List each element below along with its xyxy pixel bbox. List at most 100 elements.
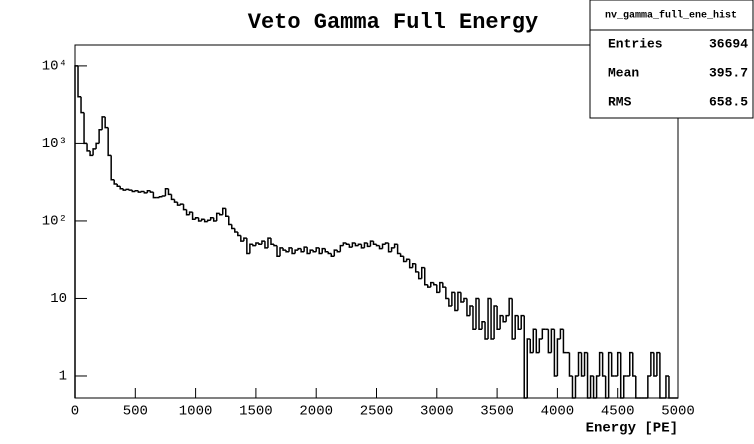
histogram-bin (80, 96, 85, 114)
histogram-bin (86, 143, 91, 152)
x-tick-label: 4000 (541, 404, 575, 420)
histogram-bin (427, 284, 431, 288)
histogram-bin (472, 305, 476, 331)
histogram-bin (351, 242, 356, 248)
histogram-bin (149, 190, 154, 193)
histogram-bin (258, 242, 262, 246)
histogram-bin (399, 253, 404, 258)
histogram-bin (327, 251, 332, 255)
histogram-bin (562, 329, 567, 354)
histogram-bin (237, 231, 241, 237)
histogram-bin (273, 244, 278, 247)
histogram-bin (650, 351, 654, 376)
histogram-bin (610, 352, 615, 377)
histogram-bin (556, 338, 561, 376)
histogram-bin (511, 298, 516, 340)
histogram-bin (249, 243, 253, 254)
histogram-bin (583, 351, 588, 376)
stats-value: 658.5 (709, 94, 748, 109)
histogram-bin (411, 263, 416, 268)
histogram-bin (285, 250, 290, 253)
x-tick-label: 3500 (480, 404, 514, 420)
histogram-bin (647, 375, 651, 398)
histogram-bin (306, 247, 311, 255)
histogram-bin (276, 245, 281, 258)
histogram-bin (387, 242, 392, 253)
x-tick-label: 5000 (661, 404, 695, 420)
x-tick-label: 2500 (360, 404, 394, 420)
histogram-bin (300, 248, 305, 253)
histogram-bin (629, 351, 633, 376)
histogram-bin (182, 204, 187, 211)
histogram-bin (164, 188, 169, 196)
histogram-bin (264, 241, 268, 249)
histogram-bin (318, 247, 323, 255)
histogram-bin (396, 244, 401, 255)
histogram-bin (520, 314, 525, 330)
histogram-bin (146, 190, 151, 193)
histogram-bin (98, 129, 103, 144)
chart-title: Veto Gamma Full Energy (248, 10, 538, 35)
histogram-bin (191, 212, 196, 221)
histogram-bin (212, 217, 217, 222)
histogram-bin (622, 375, 627, 398)
histogram-bin (496, 305, 501, 331)
histogram-bin (659, 352, 663, 399)
histogram-bin (478, 298, 483, 331)
histogram-bin (653, 352, 657, 377)
histogram-bin (559, 328, 564, 339)
stats-label: Mean (608, 65, 639, 80)
histogram-bin (499, 314, 504, 330)
histogram-bin (601, 352, 606, 377)
histogram-bin (197, 217, 202, 222)
histogram-bin (243, 237, 247, 242)
histogram-bin (442, 282, 446, 288)
histogram-bin (595, 375, 600, 398)
histogram-bin (378, 245, 383, 250)
histogram-bin (125, 188, 130, 191)
histogram-bin (547, 329, 552, 354)
stats-title: nv_gamma_full_ene_hist (605, 10, 737, 22)
histogram-bin (417, 271, 422, 280)
histogram-bin (137, 190, 142, 193)
histogram-bin (436, 284, 440, 294)
stats-label: RMS (608, 94, 632, 109)
histogram-bin (538, 338, 543, 353)
histogram-bin (514, 314, 519, 339)
histogram-bin (405, 258, 410, 262)
histogram-bin (206, 219, 211, 222)
histogram-bin (586, 352, 591, 399)
histogram-bin (550, 328, 555, 353)
histogram-bin (535, 329, 540, 354)
histogram-bin (414, 263, 419, 273)
histogram-bin (529, 338, 534, 354)
histogram-bin (580, 352, 585, 377)
stats-value: 36694 (709, 36, 748, 51)
x-tick-label: 1500 (239, 404, 273, 420)
histogram-bin (119, 186, 124, 190)
histogram-bin (158, 196, 163, 198)
x-tick-label: 500 (123, 404, 148, 420)
histogram-bin (173, 199, 178, 203)
histogram-bin (532, 328, 537, 353)
histogram-bin (246, 238, 250, 255)
histogram-bin (568, 352, 573, 377)
histogram-bin (607, 351, 612, 398)
histogram-bin (481, 321, 486, 330)
histogram-bin (110, 155, 115, 181)
histogram-bin (282, 247, 287, 251)
histogram-bin (116, 183, 121, 188)
histogram-bin (279, 247, 284, 257)
histogram-bin (209, 216, 214, 221)
x-tick-label: 2000 (299, 404, 333, 420)
histogram-bin (140, 190, 145, 193)
histogram-bin (297, 247, 302, 251)
histogram-bin (234, 228, 238, 233)
histogram-bin (122, 188, 127, 191)
histogram-bin (74, 65, 79, 398)
histogram-bin (577, 351, 582, 376)
histogram-bin (221, 207, 226, 215)
histogram-bin (188, 211, 193, 215)
histogram-bin (430, 281, 434, 288)
histogram-bin (77, 65, 82, 98)
